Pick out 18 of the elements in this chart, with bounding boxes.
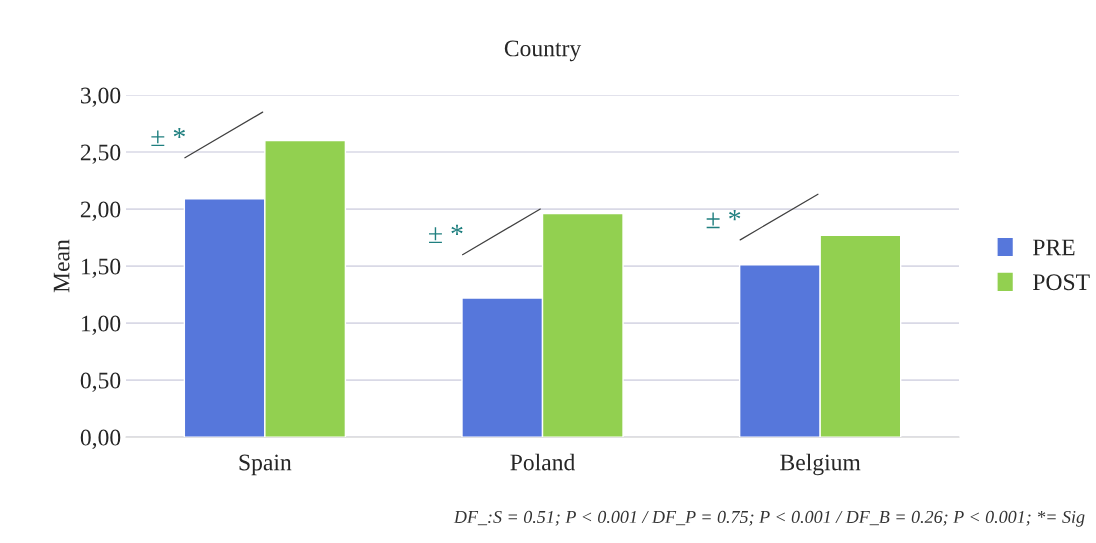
y-tick-label: 0,50	[80, 372, 121, 392]
legend-label: POST	[1033, 274, 1090, 291]
y-tick-label: 3,00	[80, 87, 121, 107]
y-tick-label: 0,00	[80, 429, 121, 449]
y-tick-label: 2,00	[80, 201, 121, 221]
x-tick-label: Spain	[239, 454, 292, 476]
x-tick-label: Belgium	[780, 453, 861, 476]
annotation: ± *	[706, 210, 741, 229]
text: DF_:S = 0.51; P < 0.001 / DF_P = 0.75; P < 0.001 / DF_B = 0.26; P < 0.001; *= Sig	[453, 510, 1085, 527]
y-tick-label: 2,50	[80, 144, 121, 164]
y-axis-title: Mean	[53, 239, 70, 293]
annotation: ± *	[151, 127, 185, 147]
annotation: ± *	[429, 224, 463, 244]
y-tick-label: 1,00	[81, 315, 121, 335]
legend-label: PRE	[1033, 239, 1075, 256]
y-tick-label: 1,50	[81, 258, 121, 278]
x-tick-label: Poland	[510, 453, 576, 471]
chart-title: Country	[504, 40, 582, 62]
